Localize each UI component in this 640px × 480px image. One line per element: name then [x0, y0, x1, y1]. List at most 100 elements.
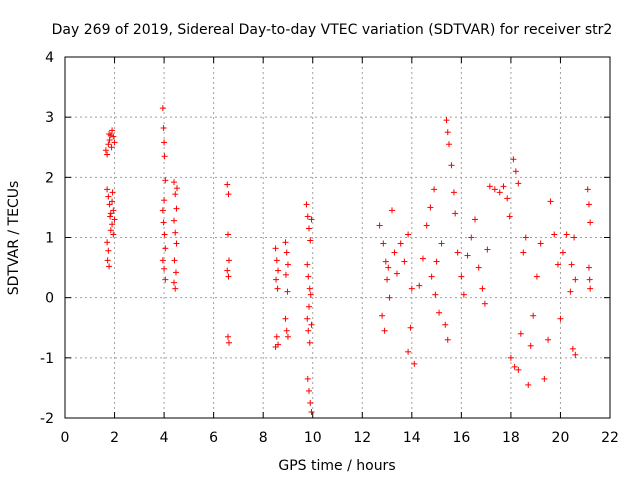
data-point	[306, 339, 313, 346]
data-point	[273, 276, 280, 283]
data-point	[104, 257, 111, 264]
axis-ticks	[64, 56, 611, 419]
data-point	[106, 201, 113, 208]
data-point	[563, 231, 570, 238]
data-point	[172, 229, 179, 236]
data-point	[307, 399, 314, 406]
data-point	[382, 258, 389, 265]
data-point	[431, 186, 438, 193]
data-point	[443, 117, 450, 124]
data-point	[525, 381, 532, 388]
data-point	[172, 285, 179, 292]
data-point	[104, 186, 111, 193]
data-point	[224, 181, 231, 188]
data-point	[104, 239, 111, 246]
data-point	[384, 276, 391, 283]
data-point	[471, 216, 478, 223]
data-point	[450, 189, 457, 196]
y-axis-label: SDTVAR / TECUs	[6, 181, 22, 296]
data-point	[173, 185, 180, 192]
data-point	[537, 240, 544, 247]
data-point	[554, 261, 561, 268]
data-point	[304, 261, 311, 268]
data-point	[444, 336, 451, 343]
data-point	[389, 207, 395, 214]
x-tick-labels: 0 2 4 6 8 10 12 14 16 18 20 22	[61, 430, 619, 446]
x-tick-label: 20	[552, 430, 570, 446]
x-tick-label: 4	[160, 430, 169, 446]
x-tick-label: 6	[209, 430, 218, 446]
data-point	[408, 285, 415, 292]
data-point	[515, 180, 522, 187]
data-point	[108, 144, 115, 151]
data-point	[520, 249, 527, 256]
data-point	[479, 285, 486, 292]
chart-title: Day 269 of 2019, Sidereal Day-to-day VTE…	[52, 22, 613, 38]
data-point	[272, 344, 279, 351]
x-tick-label: 0	[61, 430, 70, 446]
data-point	[171, 279, 177, 286]
data-point	[379, 312, 386, 319]
data-point	[284, 333, 291, 340]
data-point	[110, 133, 117, 140]
data-point	[303, 201, 310, 208]
data-point	[304, 213, 311, 220]
data-point	[397, 240, 404, 247]
data-point	[106, 131, 113, 138]
data-point	[454, 249, 461, 256]
data-point	[568, 261, 575, 268]
data-point	[160, 124, 167, 131]
data-point	[572, 351, 579, 358]
data-point	[284, 288, 291, 295]
data-point	[401, 258, 408, 265]
data-point	[171, 217, 177, 224]
data-point	[541, 375, 548, 382]
data-point	[162, 177, 169, 184]
data-point	[105, 193, 112, 200]
grid-lines	[65, 57, 610, 418]
data-point	[161, 197, 168, 204]
data-point	[517, 330, 524, 337]
data-point	[512, 168, 519, 175]
data-point	[423, 222, 430, 229]
data-point	[307, 291, 314, 298]
data-point	[225, 191, 232, 198]
data-point	[533, 273, 540, 280]
x-tick-label: 2	[110, 430, 119, 446]
y-tick-labels: -2 -1 0 1 2 3 4	[40, 50, 54, 427]
data-point	[438, 240, 445, 247]
data-point	[306, 225, 313, 232]
data-point	[511, 363, 518, 370]
y-tick-label: -1	[40, 351, 54, 367]
data-point	[171, 257, 178, 264]
data-point	[585, 201, 592, 208]
data-point	[107, 213, 114, 220]
data-point	[282, 271, 289, 278]
data-point	[173, 240, 180, 247]
data-point	[305, 273, 312, 280]
data-point	[225, 273, 232, 280]
data-point	[110, 207, 117, 214]
data-point	[475, 264, 482, 271]
data-point	[486, 183, 493, 190]
data-point	[282, 315, 289, 322]
data-point	[225, 231, 232, 238]
data-point	[381, 327, 388, 334]
data-point	[308, 408, 315, 415]
data-point	[273, 333, 280, 340]
data-point	[571, 234, 578, 241]
data-point	[161, 153, 168, 160]
data-point	[172, 269, 179, 276]
data-point	[376, 222, 383, 229]
data-point	[587, 285, 594, 292]
data-point	[587, 219, 594, 226]
x-tick-label: 22	[601, 430, 619, 446]
data-point	[304, 375, 311, 382]
data-point	[106, 137, 113, 144]
data-point	[171, 179, 177, 186]
data-point	[391, 249, 398, 256]
data-point	[104, 151, 111, 158]
data-point	[405, 231, 412, 238]
data-point	[427, 204, 434, 211]
data-point	[496, 189, 503, 196]
